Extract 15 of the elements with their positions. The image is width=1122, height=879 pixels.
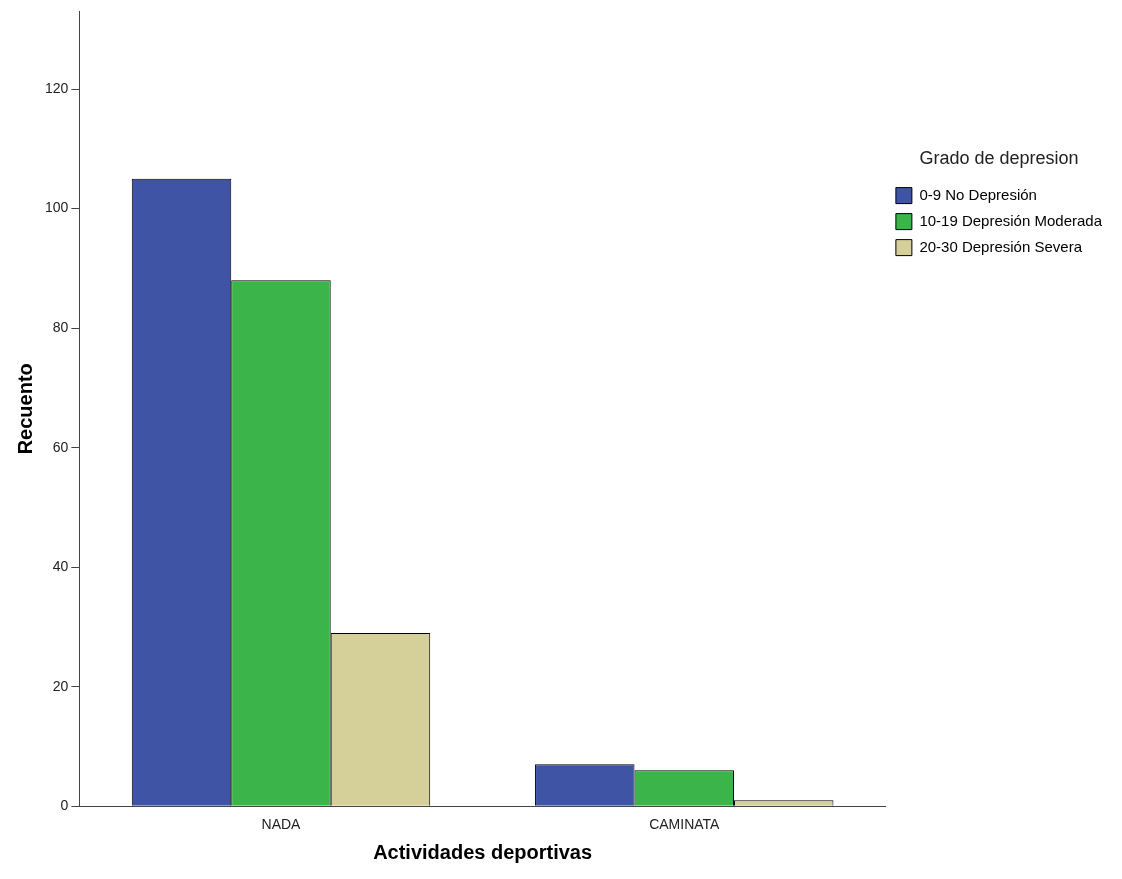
legend-label: 10-19 Depresión Moderada: [919, 211, 1103, 229]
y-tick-label: 80: [52, 318, 69, 335]
y-tick-label: 100: [45, 199, 69, 216]
x-tick-label: CAMINATA: [649, 816, 721, 833]
legend-title: Grado de depresion: [919, 147, 1079, 168]
y-tick-label: 40: [52, 558, 69, 575]
x-axis-title: Actividades deportivas: [373, 840, 593, 863]
x-tick-label: NADA: [261, 816, 302, 833]
legend-label: 20-30 Depresión Severa: [919, 237, 1083, 255]
y-tick-label: 20: [52, 677, 69, 694]
y-axis-title: Recuento: [13, 363, 36, 455]
legend-label: 0-9 No Depresión: [919, 185, 1037, 203]
y-tick-label: 60: [52, 438, 69, 455]
y-tick-label: 120: [45, 79, 69, 96]
y-tick-label: 0: [60, 797, 69, 814]
